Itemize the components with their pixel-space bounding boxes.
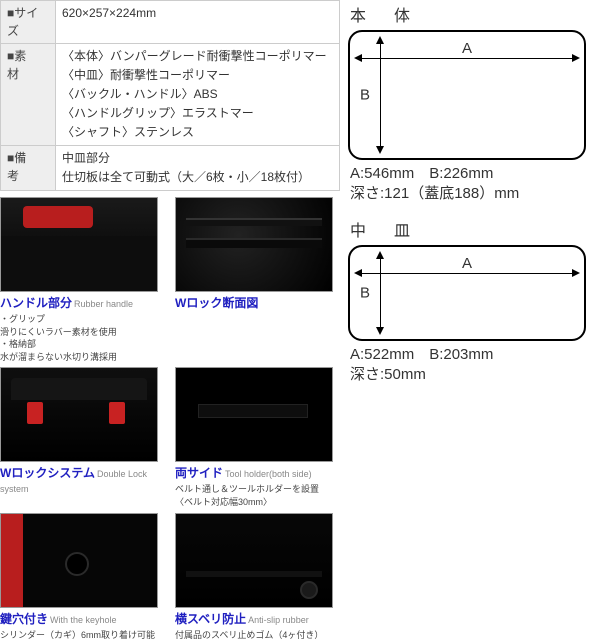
feature-thumb [175, 513, 333, 608]
feature-desc-line: ベルト通し＆ツールホルダーを設置 [175, 483, 340, 496]
features-grid: ハンドル部分Rubber handle ・グリップ滑りにくいラバー素材を使用・格納… [0, 197, 340, 641]
feature-title-jp: 両サイド [175, 466, 223, 480]
feature-side: 両サイドTool holder(both side) ベルト通し＆ツールホルダーを… [175, 367, 340, 508]
feature-title-en: Anti-slip rubber [248, 615, 309, 625]
diagram-body-line1: A:546mm B:226mm [350, 164, 598, 184]
spec-material-value: 〈本体〉バンパーグレード耐衝撃性コーポリマー〈中皿〉耐衝撃性コーポリマー〈バック… [56, 44, 340, 146]
feature-caption: 両サイドTool holder(both side) [175, 464, 340, 481]
diagram-body-line2: 深さ:121（蓋底188）mm [350, 184, 598, 204]
feature-desc: 付属品のスベリ止めゴム（4ヶ付き） [175, 629, 340, 641]
spec-size-label: ■サイズ [1, 1, 56, 44]
diagram-body-a-label: A [462, 40, 472, 57]
feature-thumb [0, 197, 158, 292]
diagram-tray-line2: 深さ:50mm [350, 365, 598, 385]
spec-remarks-label: ■備 考 [1, 146, 56, 191]
feature-desc: シリンダー（カギ）6mm取り着け可能 [0, 629, 165, 641]
feature-caption: WロックシステムDouble Lock system [0, 464, 165, 495]
feature-handle: ハンドル部分Rubber handle ・グリップ滑りにくいラバー素材を使用・格納… [0, 197, 165, 363]
spec-material-line: 〈シャフト〉ステンレス [62, 123, 333, 141]
feature-title-jp: Wロックシステム [0, 466, 95, 480]
diagram-body-b-label: B [360, 87, 370, 104]
feature-wlock-cross: Wロック断面図 [175, 197, 340, 363]
spec-table: ■サイズ 620×257×224mm ■素 材 〈本体〉バンパーグレード耐衝撃性… [0, 0, 340, 191]
feature-anti-slip: 横スベリ防止Anti-slip rubber 付属品のスベリ止めゴム（4ヶ付き） [175, 513, 340, 641]
feature-wlock-sys: WロックシステムDouble Lock system [0, 367, 165, 508]
spec-material-line: 〈バックル・ハンドル〉ABS [62, 85, 333, 103]
feature-title-en: Tool holder(both side) [225, 469, 312, 479]
feature-thumb [0, 513, 158, 608]
feature-desc-line: 水が溜まらない水切り溝採用 [0, 351, 165, 364]
diagram-tray-b-label: B [360, 284, 370, 301]
feature-caption: 横スベリ防止Anti-slip rubber [175, 610, 340, 627]
spec-size-value: 620×257×224mm [56, 1, 340, 44]
spec-material-line: 〈本体〉バンパーグレード耐衝撃性コーポリマー [62, 47, 333, 65]
feature-desc-line: ・格納部 [0, 338, 165, 351]
diagram-tray-a-label: A [462, 255, 472, 272]
diagram-body-text: A:546mm B:226mm 深さ:121（蓋底188）mm [348, 164, 598, 205]
spec-remarks-line: 中皿部分 [62, 149, 333, 167]
spec-material-line: 〈ハンドルグリップ〉エラストマー [62, 104, 333, 122]
feature-title-en: Rubber handle [74, 299, 133, 309]
feature-thumb [175, 197, 333, 292]
spec-material-label: ■素 材 [1, 44, 56, 146]
feature-title-jp: Wロック断面図 [175, 296, 258, 310]
diagram-tray-heading: 中 皿 [348, 215, 598, 245]
spec-remarks-value: 中皿部分仕切板は全て可動式（大／6枚・小／18枚付） [56, 146, 340, 191]
feature-desc-line: 滑りにくいラバー素材を使用 [0, 326, 165, 339]
feature-caption: Wロック断面図 [175, 294, 340, 311]
feature-caption: ハンドル部分Rubber handle [0, 294, 165, 311]
spec-remarks-line: 仕切板は全て可動式（大／6枚・小／18枚付） [62, 168, 333, 186]
diagram-body-box: A B [348, 30, 586, 160]
feature-caption: 鍵穴付きWith the keyhole [0, 610, 165, 627]
feature-keyhole: 鍵穴付きWith the keyhole シリンダー（カギ）6mm取り着け可能 [0, 513, 165, 641]
feature-desc: ベルト通し＆ツールホルダーを設置〈ベルト対応幅30mm〉 [175, 483, 340, 508]
spec-material-line: 〈中皿〉耐衝撃性コーポリマー [62, 66, 333, 84]
feature-desc-line: シリンダー（カギ）6mm取り着け可能 [0, 629, 165, 641]
feature-desc: ・グリップ滑りにくいラバー素材を使用・格納部水が溜まらない水切り溝採用 [0, 313, 165, 363]
feature-title-en: With the keyhole [50, 615, 117, 625]
feature-thumb [0, 367, 158, 462]
diagram-body-heading: 本 体 [348, 0, 598, 30]
feature-thumb [175, 367, 333, 462]
diagram-tray-line1: A:522mm B:203mm [350, 345, 598, 365]
diagram-tray-text: A:522mm B:203mm 深さ:50mm [348, 345, 598, 386]
diagram-tray-box: A B [348, 245, 586, 341]
feature-desc-line: ・グリップ [0, 313, 165, 326]
feature-title-jp: 鍵穴付き [0, 612, 48, 626]
feature-title-jp: 横スベリ防止 [175, 612, 246, 626]
feature-title-jp: ハンドル部分 [0, 296, 72, 310]
feature-desc-line: 〈ベルト対応幅30mm〉 [175, 496, 340, 509]
feature-desc-line: 付属品のスベリ止めゴム（4ヶ付き） [175, 629, 340, 641]
